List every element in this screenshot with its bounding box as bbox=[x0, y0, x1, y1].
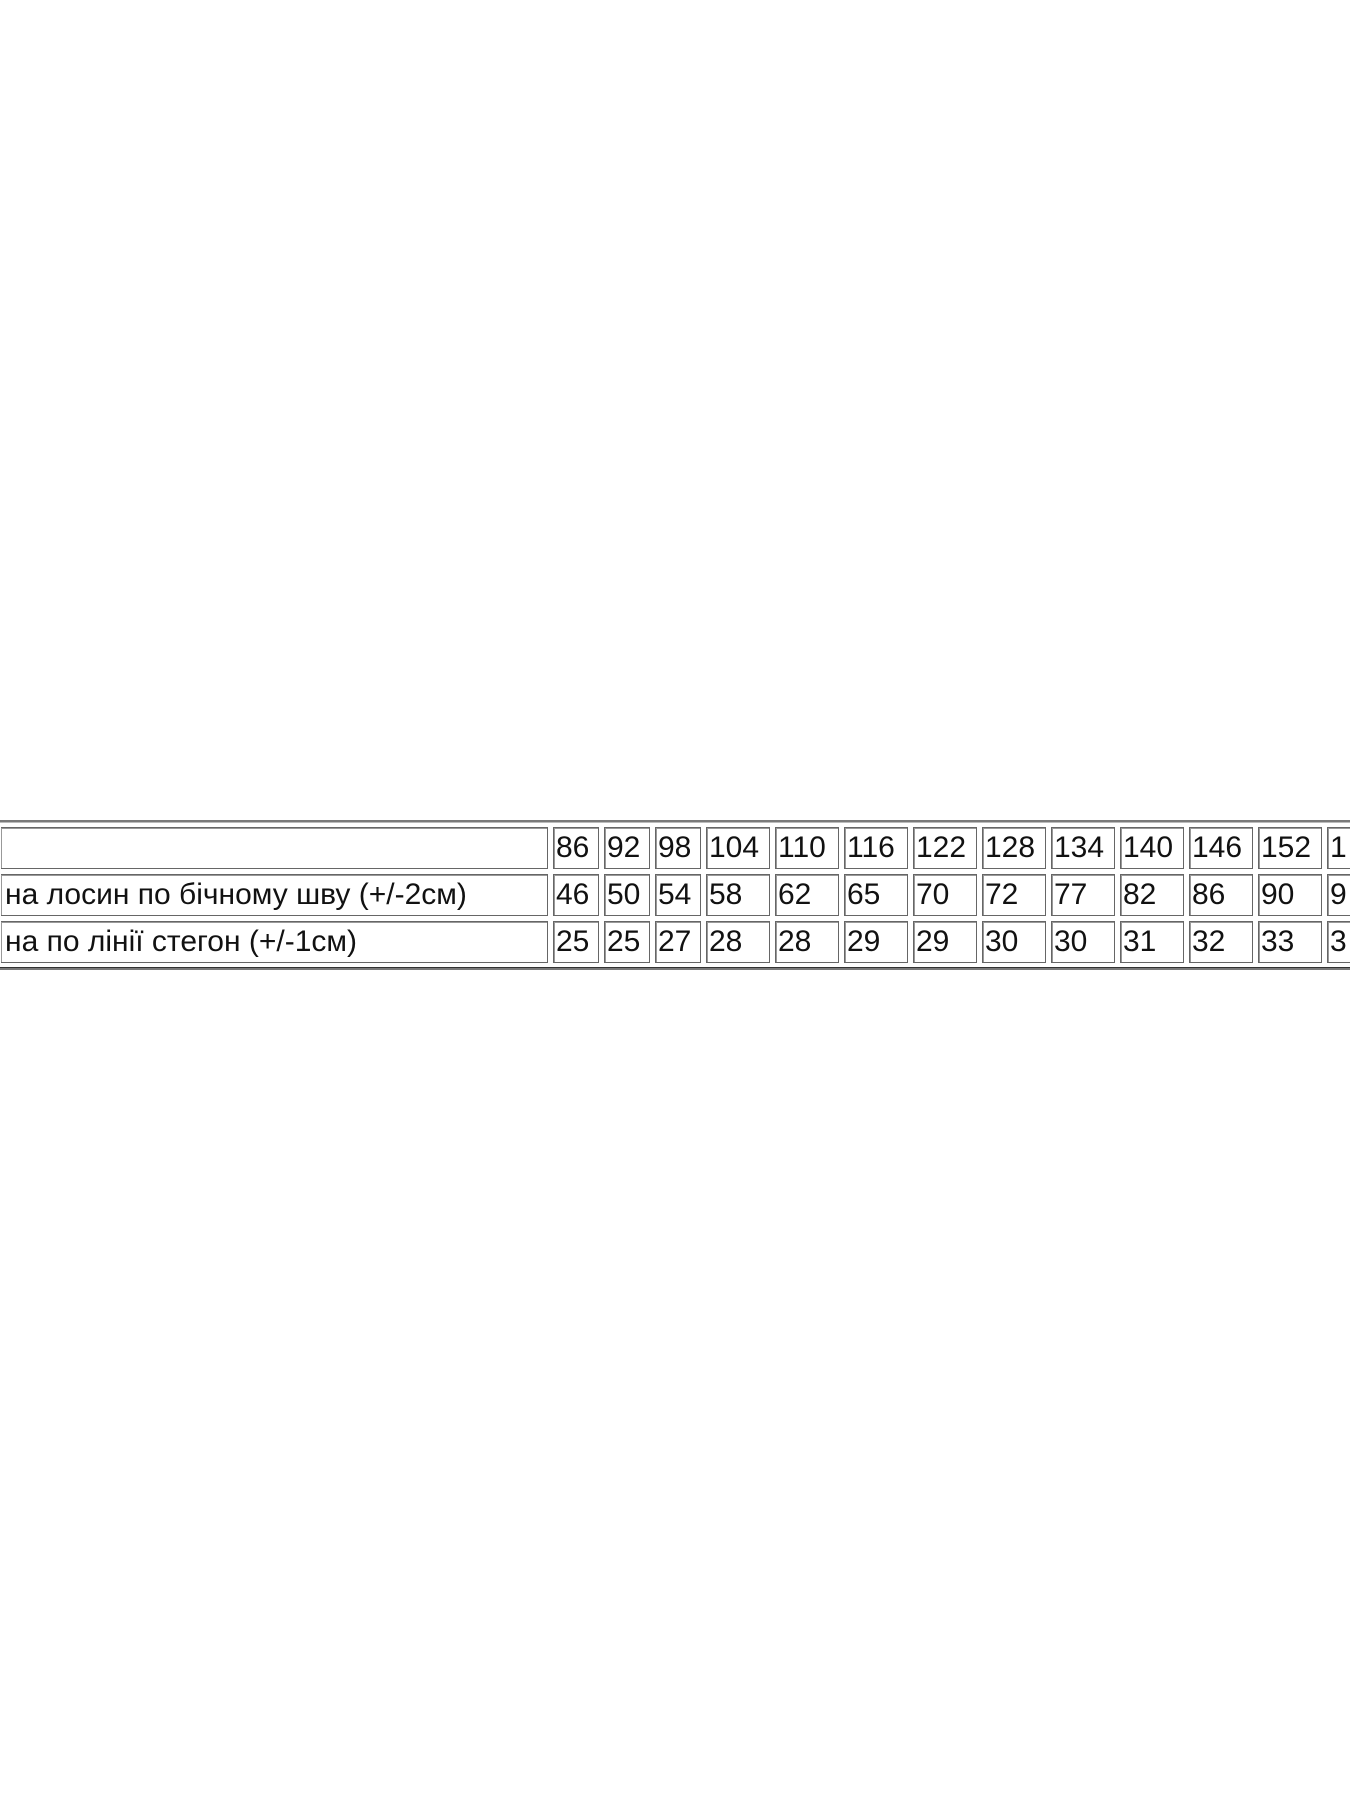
size-header-cell: 140 bbox=[1120, 827, 1184, 869]
value-cell: 30 bbox=[1051, 921, 1115, 963]
value-cell: 77 bbox=[1051, 874, 1115, 916]
value-cell: 25 bbox=[553, 921, 599, 963]
value-cell: 58 bbox=[706, 874, 770, 916]
value-cell: 31 bbox=[1120, 921, 1184, 963]
size-header-cell: 92 bbox=[604, 827, 650, 869]
size-header-cell: 122 bbox=[913, 827, 977, 869]
value-cell: 29 bbox=[844, 921, 908, 963]
size-header-cell: 128 bbox=[982, 827, 1046, 869]
value-cell: 70 bbox=[913, 874, 977, 916]
table-header-row: 86 92 98 104 110 116 122 128 134 140 146 152 1 bbox=[1, 827, 1350, 869]
value-cell: 30 bbox=[982, 921, 1046, 963]
row-label-cell: на по лінії стегон (+/-1см) bbox=[1, 921, 548, 963]
value-cell: 29 bbox=[913, 921, 977, 963]
value-cell: 25 bbox=[604, 921, 650, 963]
value-cell: 9 bbox=[1327, 874, 1350, 916]
size-header-cell: 1 bbox=[1327, 827, 1350, 869]
size-header-cell: 104 bbox=[706, 827, 770, 869]
size-header-cell: 134 bbox=[1051, 827, 1115, 869]
size-header-cell: 146 bbox=[1189, 827, 1253, 869]
table-row: на лосин по бічному шву (+/-2см) 46 50 54 5… bbox=[1, 874, 1350, 916]
value-cell: 27 bbox=[655, 921, 701, 963]
value-cell: 28 bbox=[775, 921, 839, 963]
value-cell: 54 bbox=[655, 874, 701, 916]
size-header-cell: 110 bbox=[775, 827, 839, 869]
table-row: на по лінії стегон (+/-1см) 25 25 27 28 28 29… bbox=[1, 921, 1350, 963]
row-label-cell: на лосин по бічному шву (+/-2см) bbox=[1, 874, 548, 916]
value-cell: 32 bbox=[1189, 921, 1253, 963]
value-cell: 33 bbox=[1258, 921, 1322, 963]
value-cell: 46 bbox=[553, 874, 599, 916]
size-header-cell: 98 bbox=[655, 827, 701, 869]
value-cell: 3 bbox=[1327, 921, 1350, 963]
value-cell: 65 bbox=[844, 874, 908, 916]
value-cell: 86 bbox=[1189, 874, 1253, 916]
value-cell: 90 bbox=[1258, 874, 1322, 916]
value-cell: 28 bbox=[706, 921, 770, 963]
header-label-cell bbox=[1, 827, 548, 869]
size-header-cell: 86 bbox=[553, 827, 599, 869]
size-table: 86 92 98 104 110 116 122 128 134 140 146 152 1 на ло… bbox=[0, 820, 1350, 970]
value-cell: 72 bbox=[982, 874, 1046, 916]
value-cell: 62 bbox=[775, 874, 839, 916]
size-chart: 86 92 98 104 110 116 122 128 134 140 146 152 1 на ло… bbox=[0, 820, 1350, 970]
size-header-cell: 116 bbox=[844, 827, 908, 869]
value-cell: 50 bbox=[604, 874, 650, 916]
value-cell: 82 bbox=[1120, 874, 1184, 916]
size-header-cell: 152 bbox=[1258, 827, 1322, 869]
